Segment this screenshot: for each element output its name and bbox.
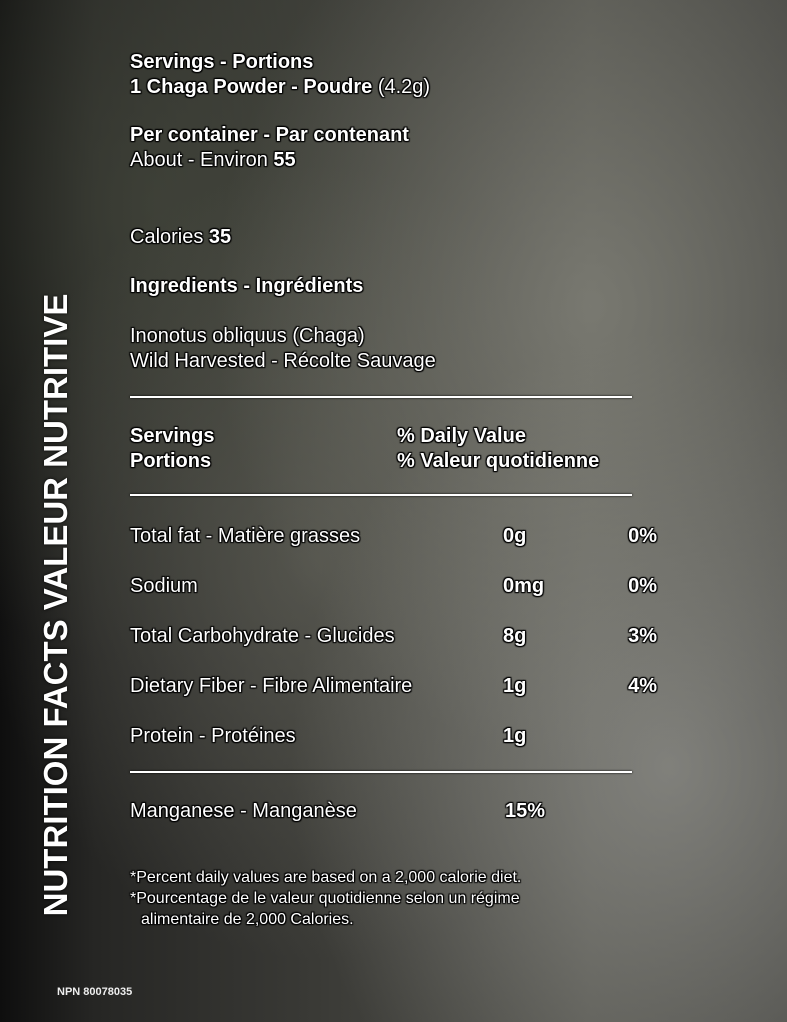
nutrient-dv: 4% xyxy=(628,675,657,697)
footnote: *Pourcentage de le valeur quotidienne se… xyxy=(130,890,520,907)
calories-value: 35 xyxy=(208,226,232,248)
nutrient-dv: 0% xyxy=(628,525,657,547)
ingredient-line: Inonotus obliquus (Chaga) xyxy=(130,325,365,347)
nutrient-amount: 1g xyxy=(503,725,527,747)
header-dv-en: % Daily Value xyxy=(397,425,526,447)
mineral-name: Manganese - Manganèse xyxy=(130,800,357,822)
footnote: *Percent daily values are based on a 2,0… xyxy=(130,869,522,886)
npn-number: NPN 80078035 xyxy=(57,986,133,998)
calories: Calories 35 xyxy=(130,225,231,249)
container-label: About - Environ xyxy=(130,149,268,171)
footnote: alimentaire de 2,000 Calories. xyxy=(141,911,354,928)
container-value: 55 xyxy=(273,149,296,171)
divider xyxy=(130,494,632,496)
nutrient-name: Dietary Fiber - Fibre Alimentaire xyxy=(130,675,413,697)
header-portions: Portions xyxy=(130,450,212,472)
nutrient-amount: 8g xyxy=(503,625,527,647)
nutrient-amount: 1g xyxy=(503,675,527,697)
nutrient-name: Total fat - Matière grasses xyxy=(130,525,361,547)
ingredients-heading: Ingredients - Ingrédients xyxy=(130,275,364,297)
nutrient-amount: 0mg xyxy=(503,575,545,597)
side-title: NUTRITION FACTS VALEUR NUTRITIVE xyxy=(37,293,74,917)
nutrient-dv: 0% xyxy=(628,575,657,597)
header-servings: Servings xyxy=(130,425,215,447)
container-count: About - Environ 55 xyxy=(130,148,296,172)
nutrient-name: Protein - Protéines xyxy=(130,725,296,747)
serving-size-amount: (4.2g) xyxy=(377,76,431,98)
header-dv-fr: % Valeur quotidienne xyxy=(397,450,600,472)
ingredient-line: Wild Harvested - Récolte Sauvage xyxy=(130,350,436,372)
nutrient-dv: 3% xyxy=(628,625,657,647)
nutrient-name: Total Carbohydrate - Glucides xyxy=(130,625,395,647)
container-heading: Per container - Par contenant xyxy=(130,124,409,146)
calories-label: Calories xyxy=(130,226,204,248)
serving-size-label: 1 Chaga Powder - Poudre xyxy=(130,76,373,98)
divider xyxy=(130,771,632,773)
serving-heading: Servings - Portions xyxy=(130,51,314,73)
divider xyxy=(130,396,632,398)
serving-size: 1 Chaga Powder - Poudre (4.2g) xyxy=(130,75,430,99)
nutrient-amount: 0g xyxy=(503,525,527,547)
mineral-dv: 15% xyxy=(505,800,546,822)
nutrient-name: Sodium xyxy=(130,575,198,597)
